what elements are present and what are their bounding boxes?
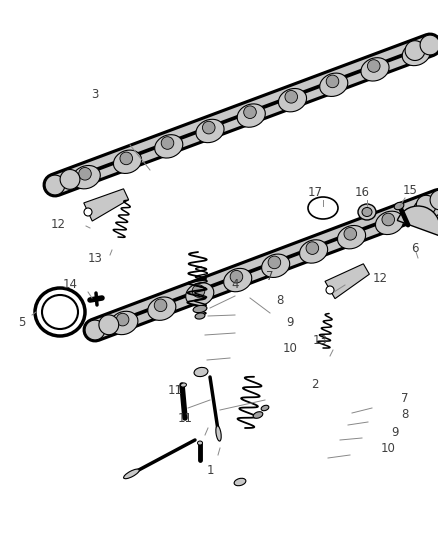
- Ellipse shape: [193, 305, 207, 313]
- Circle shape: [79, 167, 91, 180]
- Ellipse shape: [413, 197, 438, 220]
- Circle shape: [326, 75, 339, 88]
- Polygon shape: [84, 189, 129, 221]
- Ellipse shape: [196, 119, 224, 143]
- Text: 6: 6: [411, 241, 419, 254]
- Polygon shape: [325, 264, 369, 298]
- Circle shape: [405, 41, 425, 61]
- Ellipse shape: [361, 58, 389, 81]
- Circle shape: [420, 199, 432, 212]
- Circle shape: [85, 320, 105, 340]
- Circle shape: [154, 299, 167, 312]
- Ellipse shape: [42, 295, 78, 329]
- Wedge shape: [397, 206, 438, 236]
- Text: 8: 8: [401, 408, 409, 422]
- Circle shape: [430, 190, 438, 210]
- Text: 13: 13: [313, 334, 328, 346]
- Ellipse shape: [194, 367, 208, 377]
- Text: 1: 1: [206, 464, 214, 477]
- Circle shape: [382, 213, 395, 226]
- Ellipse shape: [198, 441, 202, 445]
- Text: 14: 14: [63, 279, 78, 292]
- Text: 5: 5: [18, 316, 26, 328]
- Circle shape: [244, 106, 256, 118]
- Circle shape: [117, 313, 129, 326]
- Text: 11: 11: [167, 384, 183, 397]
- Text: 8: 8: [276, 294, 284, 306]
- Circle shape: [416, 195, 436, 215]
- Ellipse shape: [180, 383, 187, 387]
- Ellipse shape: [186, 282, 214, 306]
- Ellipse shape: [155, 135, 183, 158]
- Circle shape: [230, 270, 243, 283]
- Circle shape: [161, 136, 174, 149]
- Text: 3: 3: [91, 88, 99, 101]
- Ellipse shape: [195, 313, 205, 319]
- Ellipse shape: [148, 297, 176, 320]
- Ellipse shape: [279, 88, 307, 112]
- Circle shape: [306, 242, 319, 254]
- Text: 16: 16: [354, 187, 370, 199]
- Ellipse shape: [113, 150, 141, 173]
- Text: 12: 12: [50, 219, 66, 231]
- Ellipse shape: [237, 104, 265, 127]
- Text: 2: 2: [311, 378, 319, 392]
- Circle shape: [326, 286, 334, 294]
- Ellipse shape: [402, 42, 430, 66]
- Ellipse shape: [320, 73, 348, 96]
- Circle shape: [60, 169, 80, 189]
- Ellipse shape: [234, 478, 246, 486]
- Text: 10: 10: [283, 342, 297, 354]
- Ellipse shape: [358, 204, 376, 220]
- Circle shape: [420, 35, 438, 55]
- Ellipse shape: [216, 426, 221, 441]
- Ellipse shape: [224, 269, 252, 292]
- Ellipse shape: [124, 469, 139, 479]
- Text: 7: 7: [401, 392, 409, 405]
- Circle shape: [344, 228, 357, 240]
- Ellipse shape: [338, 225, 366, 249]
- Circle shape: [409, 44, 421, 57]
- Circle shape: [202, 122, 215, 134]
- Circle shape: [367, 60, 380, 72]
- Circle shape: [268, 256, 281, 269]
- Ellipse shape: [375, 211, 403, 235]
- Ellipse shape: [110, 311, 138, 335]
- Ellipse shape: [261, 405, 269, 411]
- Text: 11: 11: [177, 411, 192, 424]
- Text: 12: 12: [372, 271, 388, 285]
- Ellipse shape: [300, 240, 328, 263]
- Text: 9: 9: [286, 317, 294, 329]
- Circle shape: [99, 315, 119, 335]
- Ellipse shape: [261, 254, 290, 278]
- Ellipse shape: [72, 165, 100, 189]
- Ellipse shape: [362, 207, 372, 216]
- Text: 15: 15: [403, 183, 417, 197]
- Circle shape: [120, 152, 133, 165]
- Text: 7: 7: [266, 271, 274, 284]
- Text: 10: 10: [381, 442, 396, 456]
- Circle shape: [285, 91, 297, 103]
- Circle shape: [192, 285, 205, 297]
- Text: 13: 13: [88, 252, 102, 264]
- Text: 9: 9: [391, 425, 399, 439]
- Text: 17: 17: [307, 187, 322, 199]
- Circle shape: [45, 175, 65, 195]
- Text: 4: 4: [231, 279, 239, 292]
- Ellipse shape: [394, 203, 404, 209]
- Circle shape: [84, 208, 92, 216]
- Ellipse shape: [253, 411, 263, 418]
